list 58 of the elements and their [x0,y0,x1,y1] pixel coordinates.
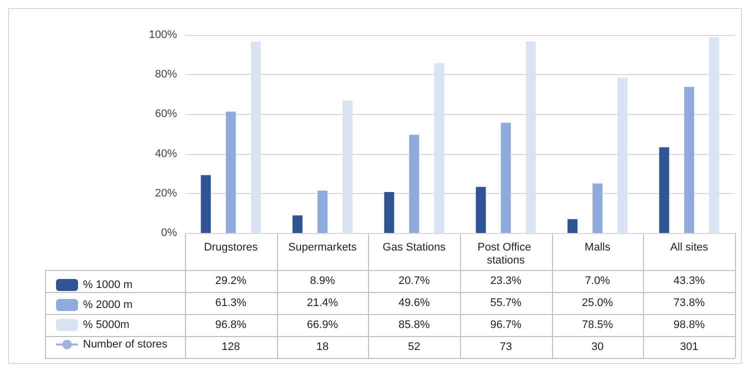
x-tick-label: Gas Stations [382,242,446,254]
x-tick-label: Drugstores [204,242,258,254]
text: 301 [680,341,698,353]
bar [592,184,602,233]
y-tick-label: 80% [154,68,178,81]
data-label: 61.3% [214,296,248,311]
bar [250,41,261,233]
x-tick-label: All sites [670,242,709,254]
bar [618,78,628,233]
bar [318,190,328,233]
bar [500,122,511,233]
text: 30 [591,341,604,353]
data-label: 78.5% [580,318,614,333]
data-label: 98.8% [672,318,706,333]
data-label: 7.0% [584,274,612,289]
data-label: 43.3% [672,274,706,289]
bar [200,175,211,233]
bar [226,112,236,233]
legend-label: % 1000 m [83,279,133,291]
bar [409,134,420,233]
bar [292,215,302,233]
data-label: 29.2% [214,274,248,289]
data-label: 23.3% [489,274,522,289]
legend-label: Number of stores [83,338,168,350]
bar [568,219,578,233]
bar [709,37,720,233]
data-label: 85.8% [398,318,431,333]
legend-label: % 2000 m [83,299,133,311]
x-tick-label: Supermarkets [288,242,358,254]
data-label: 73.8% [672,296,706,311]
bar [526,42,536,233]
y-tick-label: 60% [154,108,178,120]
y-tick-label: 20% [154,187,178,200]
data-label: 25.0% [580,296,614,311]
data-label: 21.4% [306,296,340,311]
text: 18 [316,341,329,353]
data-label: 96.8% [214,318,248,333]
bar [434,63,444,233]
y-tick-label: 0% [161,227,178,239]
x-tick-label: Malls [584,242,611,254]
bar [384,192,394,233]
bar [684,86,694,233]
y-tick-label: 40% [154,148,178,160]
text: 128 [222,341,240,353]
y-tick-label: 100% [148,29,178,41]
bar [476,186,486,233]
bar [342,100,352,233]
data-label: 66.9% [306,318,340,333]
data-label: 8.9% [308,274,336,289]
legend-label: % 5000m [83,319,130,331]
text: 73 [500,341,512,353]
data-label: 96.7% [489,318,522,333]
data-label: 55.7% [489,296,522,311]
bar [659,147,670,233]
text: 52 [408,341,420,353]
data-label: 49.6% [398,296,431,311]
x-tick-label: Post Office stations [478,242,534,266]
data-label: 20.7% [398,274,431,289]
